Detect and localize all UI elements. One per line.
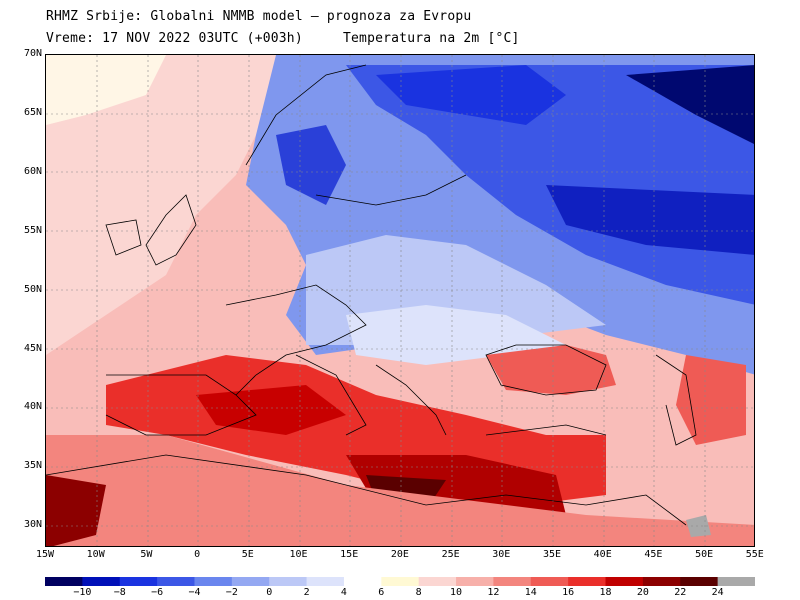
longitude-label: 15W <box>35 549 55 560</box>
latitude-label: 65N <box>23 106 42 118</box>
legend-tick-label: −2 <box>225 587 238 598</box>
longitude-label: 5W <box>140 549 153 560</box>
legend-swatch <box>157 577 195 586</box>
legend-swatch <box>530 577 569 586</box>
latitude-label: 55N <box>23 224 42 236</box>
latitude-label: 35N <box>23 460 42 472</box>
map-title-line: RHMZ Srbije: Globalni NMMB model — progn… <box>46 9 472 24</box>
color-legend-bar <box>45 577 755 586</box>
legend-tick-label: −6 <box>151 587 164 598</box>
longitude-label: 10E <box>289 549 308 560</box>
legend-tick-label: 10 <box>450 587 463 598</box>
legend-tick-label: 24 <box>711 587 724 598</box>
latitude-label: 60N <box>23 165 42 177</box>
legend-swatch <box>418 577 457 586</box>
latitude-label: 50N <box>23 283 42 295</box>
legend-tick-label: 0 <box>266 587 273 598</box>
legend-tick-label: −10 <box>73 587 92 598</box>
legend-swatch <box>568 577 607 586</box>
longitude-label: 45E <box>644 549 663 560</box>
legend-tick-label: 22 <box>674 587 687 598</box>
legend-tick-label: 4 <box>340 587 347 598</box>
latitude-label: 30N <box>23 519 42 531</box>
latitude-label: 40N <box>23 401 42 413</box>
legend-tick-label: 20 <box>636 587 649 598</box>
longitude-label: 30E <box>492 549 511 560</box>
legend-tick-label: 16 <box>562 587 575 598</box>
map-subtitle-line: Vreme: 17 NOV 2022 03UTC (+003h) Tempera… <box>46 31 520 46</box>
longitude-label: 55E <box>745 549 764 560</box>
longitude-label: 15E <box>340 549 359 560</box>
legend-tick-label: 6 <box>378 587 385 598</box>
longitude-label: 10W <box>86 549 105 560</box>
legend-swatch <box>381 577 420 586</box>
legend-swatch <box>343 577 382 586</box>
legend-tick-label: 2 <box>303 587 310 598</box>
longitude-label: 25E <box>441 549 460 560</box>
legend-swatch <box>306 577 345 586</box>
legend-tick-label: 18 <box>599 587 612 598</box>
legend-swatch <box>717 577 755 586</box>
legend-swatch <box>194 577 233 586</box>
legend-tick-label: −4 <box>188 587 201 598</box>
longitude-label: 5E <box>241 549 254 560</box>
legend-swatch <box>642 577 681 586</box>
longitude-label: 0 <box>194 549 201 560</box>
latitude-label: 70N <box>23 48 42 59</box>
legend-swatch <box>82 577 121 586</box>
legend-swatch <box>45 577 83 586</box>
legend-swatch <box>493 577 532 586</box>
legend-swatch <box>680 577 719 586</box>
legend-swatch <box>231 577 270 586</box>
legend-tick-label: 12 <box>487 587 500 598</box>
longitude-label: 35E <box>542 549 562 560</box>
legend-tick-label: −8 <box>113 587 126 598</box>
legend-swatch <box>605 577 644 586</box>
temperature-map <box>45 54 755 547</box>
legend-tick-label: 14 <box>524 587 537 598</box>
longitude-label: 20E <box>390 549 409 560</box>
longitude-label: 50E <box>695 549 714 560</box>
legend-swatch <box>456 577 494 586</box>
latitude-label: 45N <box>23 342 42 354</box>
temperature-field <box>46 55 754 546</box>
legend-swatch <box>119 577 158 586</box>
legend-tick-label: 8 <box>415 587 422 598</box>
legend-swatch <box>269 577 308 586</box>
longitude-label: 40E <box>593 549 612 560</box>
